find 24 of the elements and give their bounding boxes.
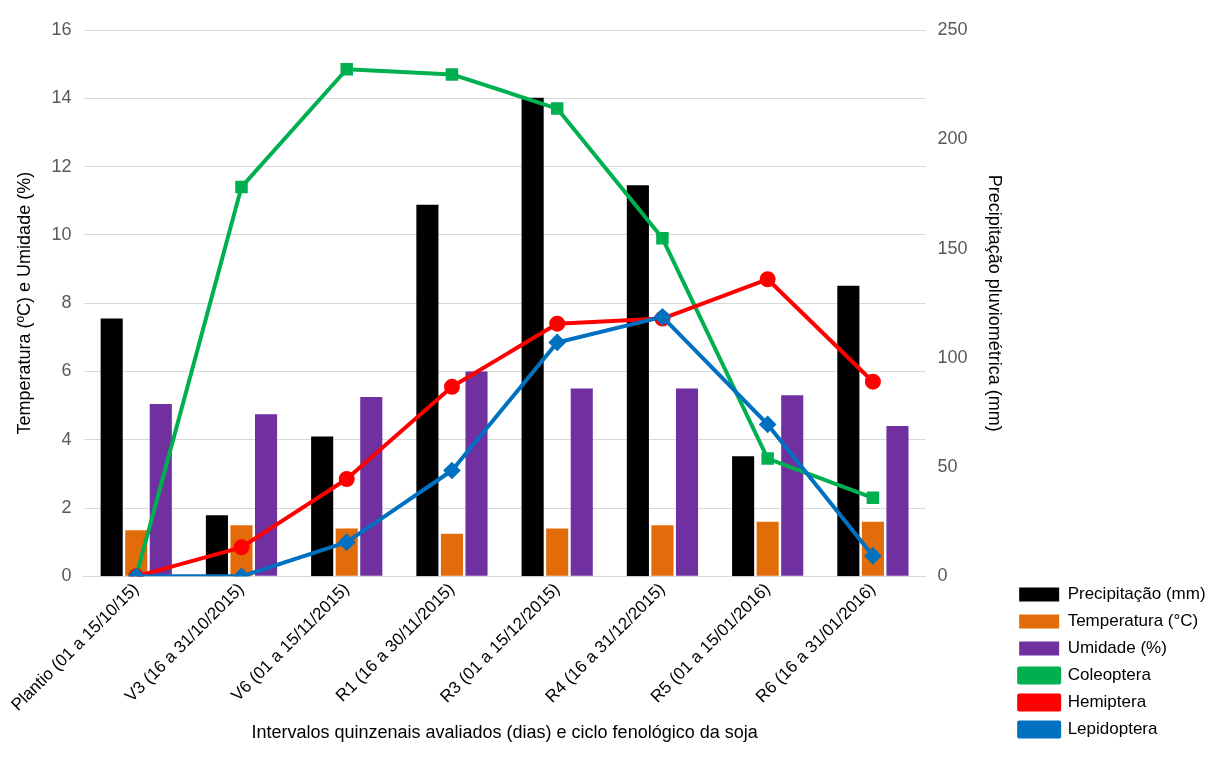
y-tick-label: 8 <box>61 292 72 313</box>
y2-tick-label: 200 <box>937 128 968 149</box>
y-tick-label: 10 <box>51 223 72 244</box>
legend-label: Coleoptera <box>1067 665 1152 685</box>
legend-label: Precipitação (mm) <box>1067 584 1206 604</box>
legend-label: Umidade (%) <box>1067 638 1167 658</box>
y2-tick-label: 150 <box>937 237 968 258</box>
y-tick-label: 6 <box>61 360 72 381</box>
y-tick-label: 4 <box>61 428 72 449</box>
legend-label: Temperatura (°C) <box>1067 611 1199 631</box>
y-tick-label: 2 <box>61 497 72 518</box>
legend-label: Hemiptera <box>1067 692 1147 712</box>
y2-tick-label: 50 <box>937 456 958 477</box>
y-tick-label: 16 <box>51 18 72 39</box>
x-axis-title: Intervalos quinzenais avaliados (dias) e ciclo fenológico da soja <box>251 722 759 743</box>
legend-label: Lepidoptera <box>1067 719 1159 739</box>
y-axis-title: Temperatura (ºC) e Umidade (%) <box>13 171 34 435</box>
y2-tick-label: 250 <box>937 18 968 39</box>
y2-tick-label: 0 <box>937 565 948 586</box>
y2-tick-label: 100 <box>937 346 968 367</box>
y-tick-label: 12 <box>51 155 72 176</box>
y-tick-label: 0 <box>61 565 72 586</box>
y-tick-label: 14 <box>51 87 72 108</box>
y2-axis-title: Precipitação pluviométrica (mm) <box>985 174 1006 432</box>
